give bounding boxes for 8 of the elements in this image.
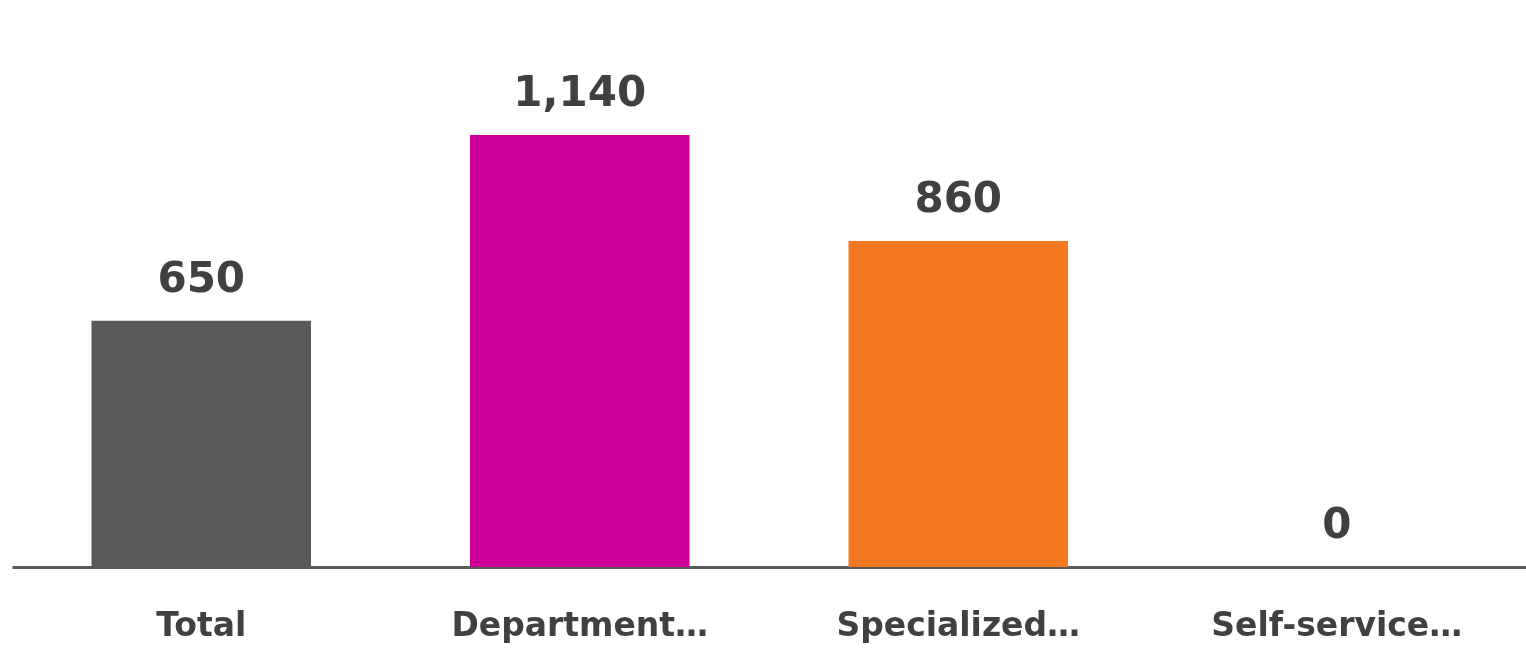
data-label: 860 [914,173,1003,223]
x-tick-label: Department… [451,604,709,644]
x-tick-label: Total [156,604,247,644]
x-tick-label: Specialized… [836,604,1081,644]
x-tick-label: Self-service… [1211,604,1463,644]
data-label: 1,140 [513,67,647,116]
data-label: 650 [157,252,246,302]
data-label: 0 [1322,499,1352,548]
